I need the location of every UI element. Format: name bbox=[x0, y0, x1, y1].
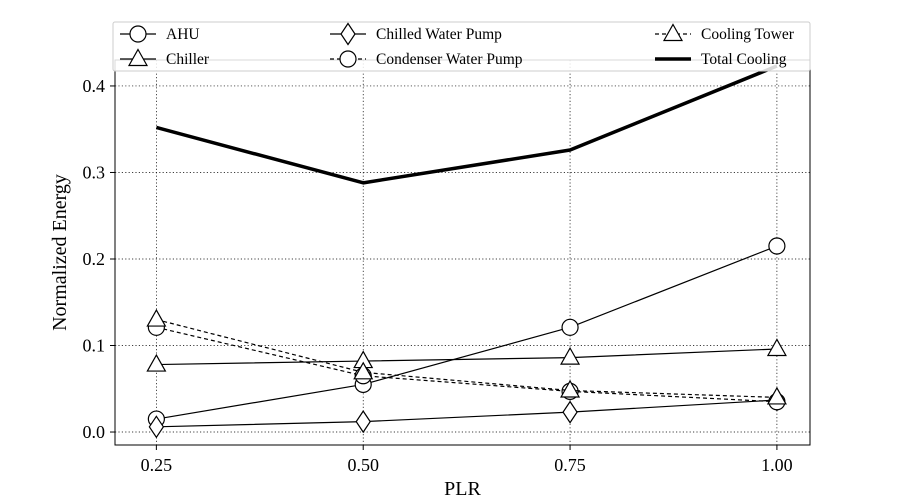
y-axis-title: Normalized Energy bbox=[49, 174, 71, 331]
axes: 0.25 0.50 0.75 1.00 0.0 0.1 0.2 0.3 0.4 bbox=[83, 76, 793, 475]
y-tick-label: 0.2 bbox=[83, 249, 106, 269]
legend-label-cooling-tower: Cooling Tower bbox=[701, 26, 795, 43]
y-tick-label: 0.1 bbox=[83, 336, 106, 356]
grid bbox=[115, 60, 810, 445]
data-point-cooling-tower bbox=[353, 361, 374, 380]
legend-item-cooling-tower: Cooling Tower bbox=[655, 23, 795, 43]
data-point-chiller bbox=[560, 346, 581, 365]
legend-label-ahu: AHU bbox=[166, 26, 200, 43]
series-line-ahu bbox=[156, 245, 778, 420]
y-tick-label: 0.0 bbox=[83, 422, 106, 442]
y-tick-label: 0.4 bbox=[83, 76, 106, 96]
data-point-chilled-water-pump bbox=[562, 400, 578, 424]
series-line-condenser-water-pump bbox=[156, 326, 777, 403]
legend-label-total-cooling: Total Cooling bbox=[701, 51, 787, 68]
series-line-cooling-tower bbox=[156, 318, 777, 399]
series-line-chiller bbox=[156, 348, 777, 366]
x-tick-label: 0.50 bbox=[347, 455, 379, 475]
x-tick-label: 0.25 bbox=[141, 455, 173, 475]
series-total-cooling bbox=[155, 64, 778, 185]
legend-item-condenser-water-pump: Condenser Water Pump bbox=[330, 50, 523, 68]
x-tick-label: 1.00 bbox=[761, 455, 793, 475]
legend-marker-cooling-tower bbox=[662, 23, 684, 42]
legend-box bbox=[112, 21, 811, 72]
series-condenser-water-pump bbox=[147, 318, 786, 411]
x-tick-label: 0.75 bbox=[554, 455, 586, 475]
legend-item-total-cooling: Total Cooling bbox=[655, 51, 787, 68]
legend-label-chiller: Chiller bbox=[166, 51, 210, 68]
legend-item-chiller: Chiller bbox=[120, 48, 210, 68]
data-point-ahu bbox=[768, 237, 786, 255]
data-point-chilled-water-pump bbox=[355, 410, 371, 434]
plot-area-frame bbox=[114, 59, 811, 446]
legend: AHU Chiller Chilled Water Pump Condenser Wa… bbox=[112, 21, 811, 72]
data-point-chiller bbox=[146, 353, 167, 372]
series-chilled-water-pump bbox=[148, 388, 785, 439]
data-point-cooling-tower bbox=[560, 379, 581, 398]
series-layer bbox=[146, 64, 787, 439]
series-cooling-tower bbox=[146, 308, 787, 405]
series-chiller bbox=[146, 338, 787, 372]
data-point-cooling-tower bbox=[146, 308, 167, 327]
data-point-ahu bbox=[561, 318, 579, 336]
legend-item-ahu: AHU bbox=[120, 25, 200, 43]
legend-item-chilled-water-pump: Chilled Water Pump bbox=[330, 22, 502, 46]
legend-marker-condenser-water-pump bbox=[339, 50, 357, 68]
y-tick-label: 0.3 bbox=[83, 162, 106, 182]
legend-label-chilled-water-pump: Chilled Water Pump bbox=[376, 26, 502, 43]
legend-label-condenser-water-pump: Condenser Water Pump bbox=[376, 51, 523, 68]
data-point-chilled-water-pump bbox=[148, 415, 165, 439]
series-line-total-cooling bbox=[155, 64, 778, 185]
data-point-cooling-tower bbox=[766, 386, 787, 405]
legend-marker-chilled-water-pump bbox=[340, 22, 356, 46]
legend-marker-ahu bbox=[129, 25, 147, 43]
series-line-chilled-water-pump bbox=[156, 399, 777, 428]
x-axis-title: PLR bbox=[444, 478, 481, 500]
legend-marker-chiller bbox=[127, 48, 149, 67]
data-point-chiller bbox=[766, 338, 787, 357]
series-ahu bbox=[147, 237, 786, 428]
